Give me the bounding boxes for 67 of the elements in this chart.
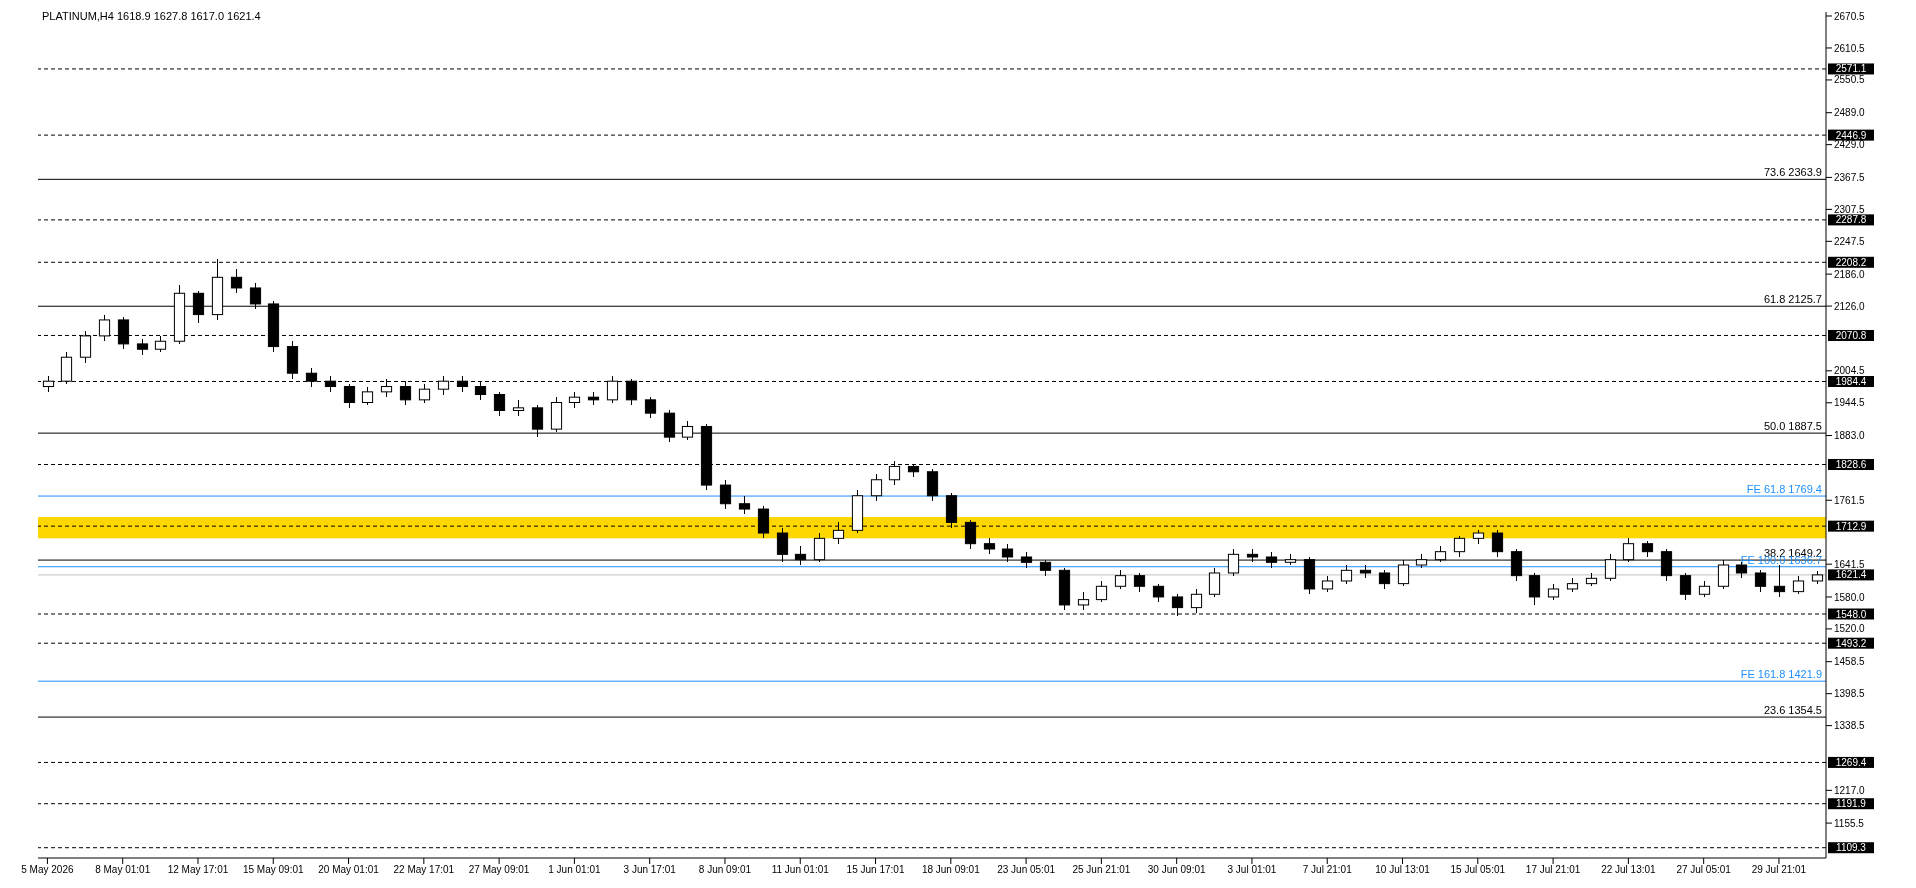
x-tick-label: 30 Jun 09:01: [1147, 864, 1207, 876]
x-tick-label: 22 May 17:01: [393, 864, 455, 876]
y-tick-label: 1398.5: [1834, 688, 1866, 700]
y-tick-label: 2126.0: [1834, 300, 1866, 312]
ref-line-label: FE 161.8 1421.9: [1740, 668, 1822, 681]
ref-line-label: 2070.8: [1835, 329, 1867, 341]
ref-line-label: 2571.1: [1835, 63, 1867, 75]
x-tick-label: 15 Jul 05:01: [1450, 864, 1506, 876]
ref-line-label: 1712.9: [1835, 520, 1867, 532]
x-tick-label: 27 Jul 05:01: [1676, 864, 1732, 876]
ref-line-label: 1269.4: [1835, 756, 1867, 768]
y-tick-label: 1155.5: [1834, 817, 1865, 829]
chart-title: PLATINUM,H4 1618.9 1627.8 1617.0 1621.4: [42, 10, 261, 22]
ref-line-label: 2208.2: [1835, 256, 1867, 268]
ref-line-label: 23.6 1354.5: [1763, 704, 1822, 717]
y-tick-label: 2489.0: [1834, 107, 1866, 119]
ref-line-label: 50.0 1887.5: [1763, 420, 1822, 433]
y-tick-label: 2247.5: [1834, 235, 1866, 247]
x-tick-label: 5 May 2026: [21, 864, 74, 876]
x-tick-label: 27 May 09:01: [468, 864, 530, 876]
y-tick-label: 1641.5: [1834, 558, 1866, 570]
ref-line-label: 1828.6: [1835, 459, 1867, 471]
x-tick-label: 22 Jul 13:01: [1601, 864, 1657, 876]
x-tick-label: 3 Jun 17:01: [623, 864, 677, 876]
y-tick-label: 2429.0: [1834, 139, 1866, 151]
y-tick-label: 1458.5: [1834, 656, 1866, 668]
y-tick-label: 1520.0: [1834, 623, 1866, 635]
x-tick-label: 25 Jun 21:01: [1072, 864, 1131, 876]
ref-line-label: 1984.4: [1835, 376, 1867, 388]
x-tick-label: 15 Jun 17:01: [846, 864, 905, 876]
x-tick-label: 11 Jun 01:01: [771, 864, 830, 876]
y-tick-label: 2307.5: [1834, 203, 1866, 215]
ref-line-label: 1548.0: [1835, 608, 1867, 620]
x-tick-label: 8 May 01:01: [95, 864, 151, 876]
x-tick-label: 8 Jun 09:01: [698, 864, 752, 876]
ref-line-label: 1191.9: [1836, 798, 1867, 810]
y-tick-label: 1944.5: [1834, 397, 1866, 409]
x-tick-label: 1 Jun 01:01: [548, 864, 601, 876]
y-tick-label: 1883.0: [1834, 430, 1866, 442]
ref-line-label: 1109.3: [1836, 842, 1867, 854]
y-tick-label: 2367.5: [1834, 171, 1866, 183]
ref-line-label: 61.8 2125.7: [1763, 293, 1822, 306]
x-tick-label: 23 Jun 05:01: [997, 864, 1056, 876]
y-tick-label: 2550.5: [1834, 74, 1866, 86]
y-tick-label: 1761.5: [1834, 494, 1866, 506]
x-tick-label: 18 Jun 09:01: [921, 864, 981, 876]
y-tick-label: 2670.5: [1834, 10, 1866, 22]
x-tick-label: 20 May 01:01: [318, 864, 380, 876]
ref-line-label: 1493.2: [1835, 637, 1867, 649]
x-tick-label: 17 Jul 21:01: [1525, 864, 1581, 876]
y-tick-label: 2186.0: [1834, 268, 1866, 280]
y-tick-label: 2610.5: [1834, 42, 1866, 54]
ref-line-label: FE 61.8 1769.4: [1746, 483, 1822, 496]
x-tick-label: 12 May 17:01: [167, 864, 229, 876]
x-tick-label: 3 Jul 01:01: [1227, 864, 1277, 876]
x-tick-label: 15 May 09:01: [242, 864, 304, 876]
x-tick-label: 29 Jul 21:01: [1751, 864, 1807, 876]
y-tick-label: 1580.0: [1834, 591, 1866, 603]
x-tick-label: 7 Jul 21:01: [1302, 864, 1353, 876]
y-tick-label: 1217.0: [1834, 784, 1866, 796]
ref-line-label: 73.6 2363.9: [1763, 166, 1822, 179]
x-tick-label: 10 Jul 13:01: [1375, 864, 1431, 876]
y-tick-label: 2004.5: [1834, 365, 1866, 377]
ref-line-label: 2446.9: [1835, 129, 1867, 141]
ref-line-label: 2287.8: [1835, 214, 1867, 226]
y-tick-label: 1338.5: [1834, 720, 1866, 732]
ref-line-label: 1621.4: [1835, 569, 1867, 581]
